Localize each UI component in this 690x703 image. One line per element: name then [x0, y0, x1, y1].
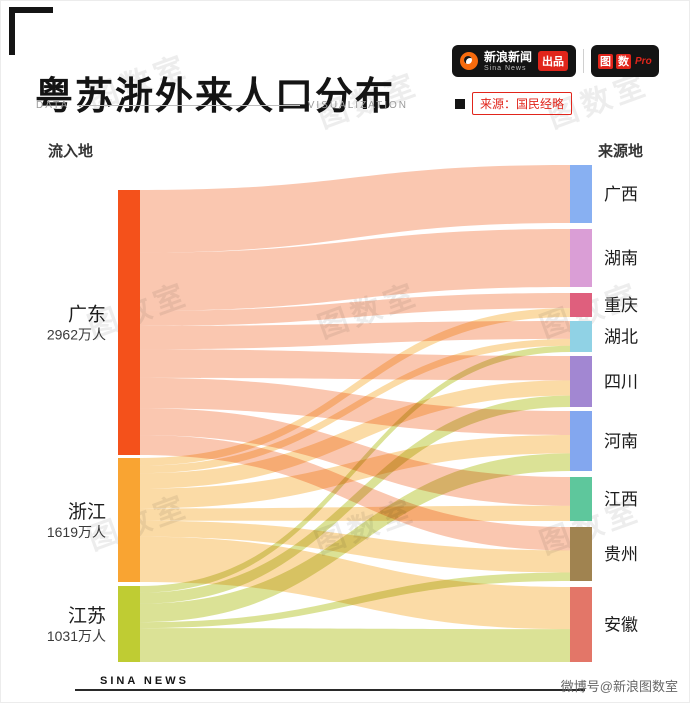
- node-label-湖北: 湖北: [604, 328, 638, 347]
- node-label-广西: 广西: [604, 185, 638, 204]
- node-value-广东: 2962万人: [47, 327, 106, 343]
- logo-divider: [583, 49, 585, 73]
- sankey-node-湖北: [570, 321, 592, 352]
- tushu-pro-logo: 图 数 Pro: [591, 45, 659, 77]
- sankey-flow-江苏-贵州: [140, 572, 570, 629]
- sankey-flow-江苏-河南: [140, 453, 570, 623]
- origin-header: 来源地: [598, 143, 644, 160]
- node-value-江苏: 1031万人: [47, 628, 106, 644]
- sankey-flow-江苏-湖北: [140, 345, 570, 593]
- source-note: 来源：国民经略: [472, 92, 573, 115]
- node-label-贵州: 贵州: [604, 545, 638, 564]
- tushu-tile-2: 数: [616, 53, 632, 69]
- node-label-河南: 河南: [604, 432, 638, 451]
- sina-logo-text: 新浪新闻 Sina News: [484, 51, 532, 72]
- sankey-flow-广东-四川: [140, 349, 570, 381]
- sankey-node-安徽: [570, 587, 592, 662]
- sankey-flow-江苏-安徽: [140, 628, 570, 662]
- sankey-flow-江苏-四川: [140, 395, 570, 604]
- sankey-flow-浙江-安徽: [140, 536, 570, 630]
- node-label-湖南: 湖南: [604, 249, 638, 268]
- sankey-node-湖南: [570, 229, 592, 287]
- sankey-node-广东: [118, 190, 140, 455]
- sankey-node-江苏: [118, 586, 140, 662]
- logo-row: 新浪新闻 Sina News 出品 图 数 Pro: [452, 45, 659, 77]
- node-label-四川: 四川: [604, 373, 638, 392]
- source-square-icon: [455, 98, 465, 109]
- sankey-flow-广东-重庆: [140, 293, 570, 326]
- sankey-node-贵州: [570, 527, 592, 581]
- corner-bracket: [9, 7, 53, 55]
- node-value-浙江: 1619万人: [47, 524, 106, 540]
- sina-news-logo: 新浪新闻 Sina News 出品: [452, 45, 577, 77]
- sina-subname: Sina News: [484, 64, 527, 72]
- visualization-label: VISUALIZATION: [307, 100, 408, 111]
- footer-brand: SINA NEWS: [100, 675, 189, 687]
- sankey-flow-浙江-四川: [140, 380, 570, 489]
- node-label-江西: 江西: [604, 490, 638, 509]
- node-label-安徽: 安徽: [604, 616, 638, 635]
- subtitle-row: DATA VISUALIZATION: [36, 100, 408, 111]
- credit-watermark: 微博号@新浪图数室: [560, 679, 678, 694]
- sankey-node-广西: [570, 165, 592, 223]
- node-label-广东: 广东: [68, 304, 106, 326]
- page-title: 粤苏浙外来人口分布: [35, 76, 396, 119]
- sankey-node-重庆: [570, 293, 592, 317]
- source-row: 来源：国民经略: [455, 92, 573, 115]
- inflow-header: 流入地: [48, 143, 94, 160]
- sankey-node-四川: [570, 356, 592, 407]
- sankey-node-河南: [570, 411, 592, 471]
- pro-label: Pro: [635, 55, 652, 67]
- sankey-node-浙江: [118, 458, 140, 582]
- sankey-flow-浙江-湖北: [140, 338, 570, 474]
- node-label-浙江: 浙江: [68, 501, 106, 523]
- sankey-flow-浙江-江西: [140, 505, 570, 521]
- chupin-badge: 出品: [538, 51, 569, 71]
- sankey-flow-广东-广西: [140, 165, 570, 253]
- tushu-tile-1: 图: [598, 53, 614, 69]
- sina-eye-icon: [460, 52, 478, 70]
- node-label-重庆: 重庆: [604, 296, 638, 315]
- node-label-江苏: 江苏: [68, 605, 106, 627]
- footer-line: [75, 689, 585, 691]
- sankey-node-江西: [570, 477, 592, 521]
- data-label: DATA: [36, 100, 70, 111]
- sankey-flow-浙江-贵州: [140, 520, 570, 573]
- sina-name: 新浪新闻: [484, 49, 533, 64]
- sankey-flow-广东-湖南: [140, 229, 570, 311]
- subtitle-rule: [77, 105, 300, 106]
- sankey-flow-浙江-重庆: [140, 308, 570, 466]
